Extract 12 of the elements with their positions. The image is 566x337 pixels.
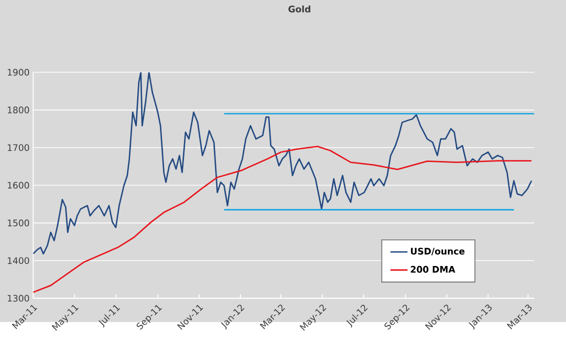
y-tick-label: 1900: [8, 68, 30, 76]
y-tick-label: 1400: [8, 257, 30, 264]
y-tick-label: 1500: [8, 219, 30, 226]
y-tick-label: 1800: [8, 106, 30, 114]
chart-title: Gold: [288, 5, 310, 12]
y-tick-label: 1600: [8, 182, 30, 188]
y-tick-label: 1300: [8, 294, 30, 302]
line-series: [33, 72, 532, 254]
legend-label: 200 DMA: [410, 266, 456, 273]
line-series: [33, 146, 532, 293]
y-tick-label: 1700: [8, 144, 30, 151]
legend-label: USD/ounce: [410, 248, 464, 256]
